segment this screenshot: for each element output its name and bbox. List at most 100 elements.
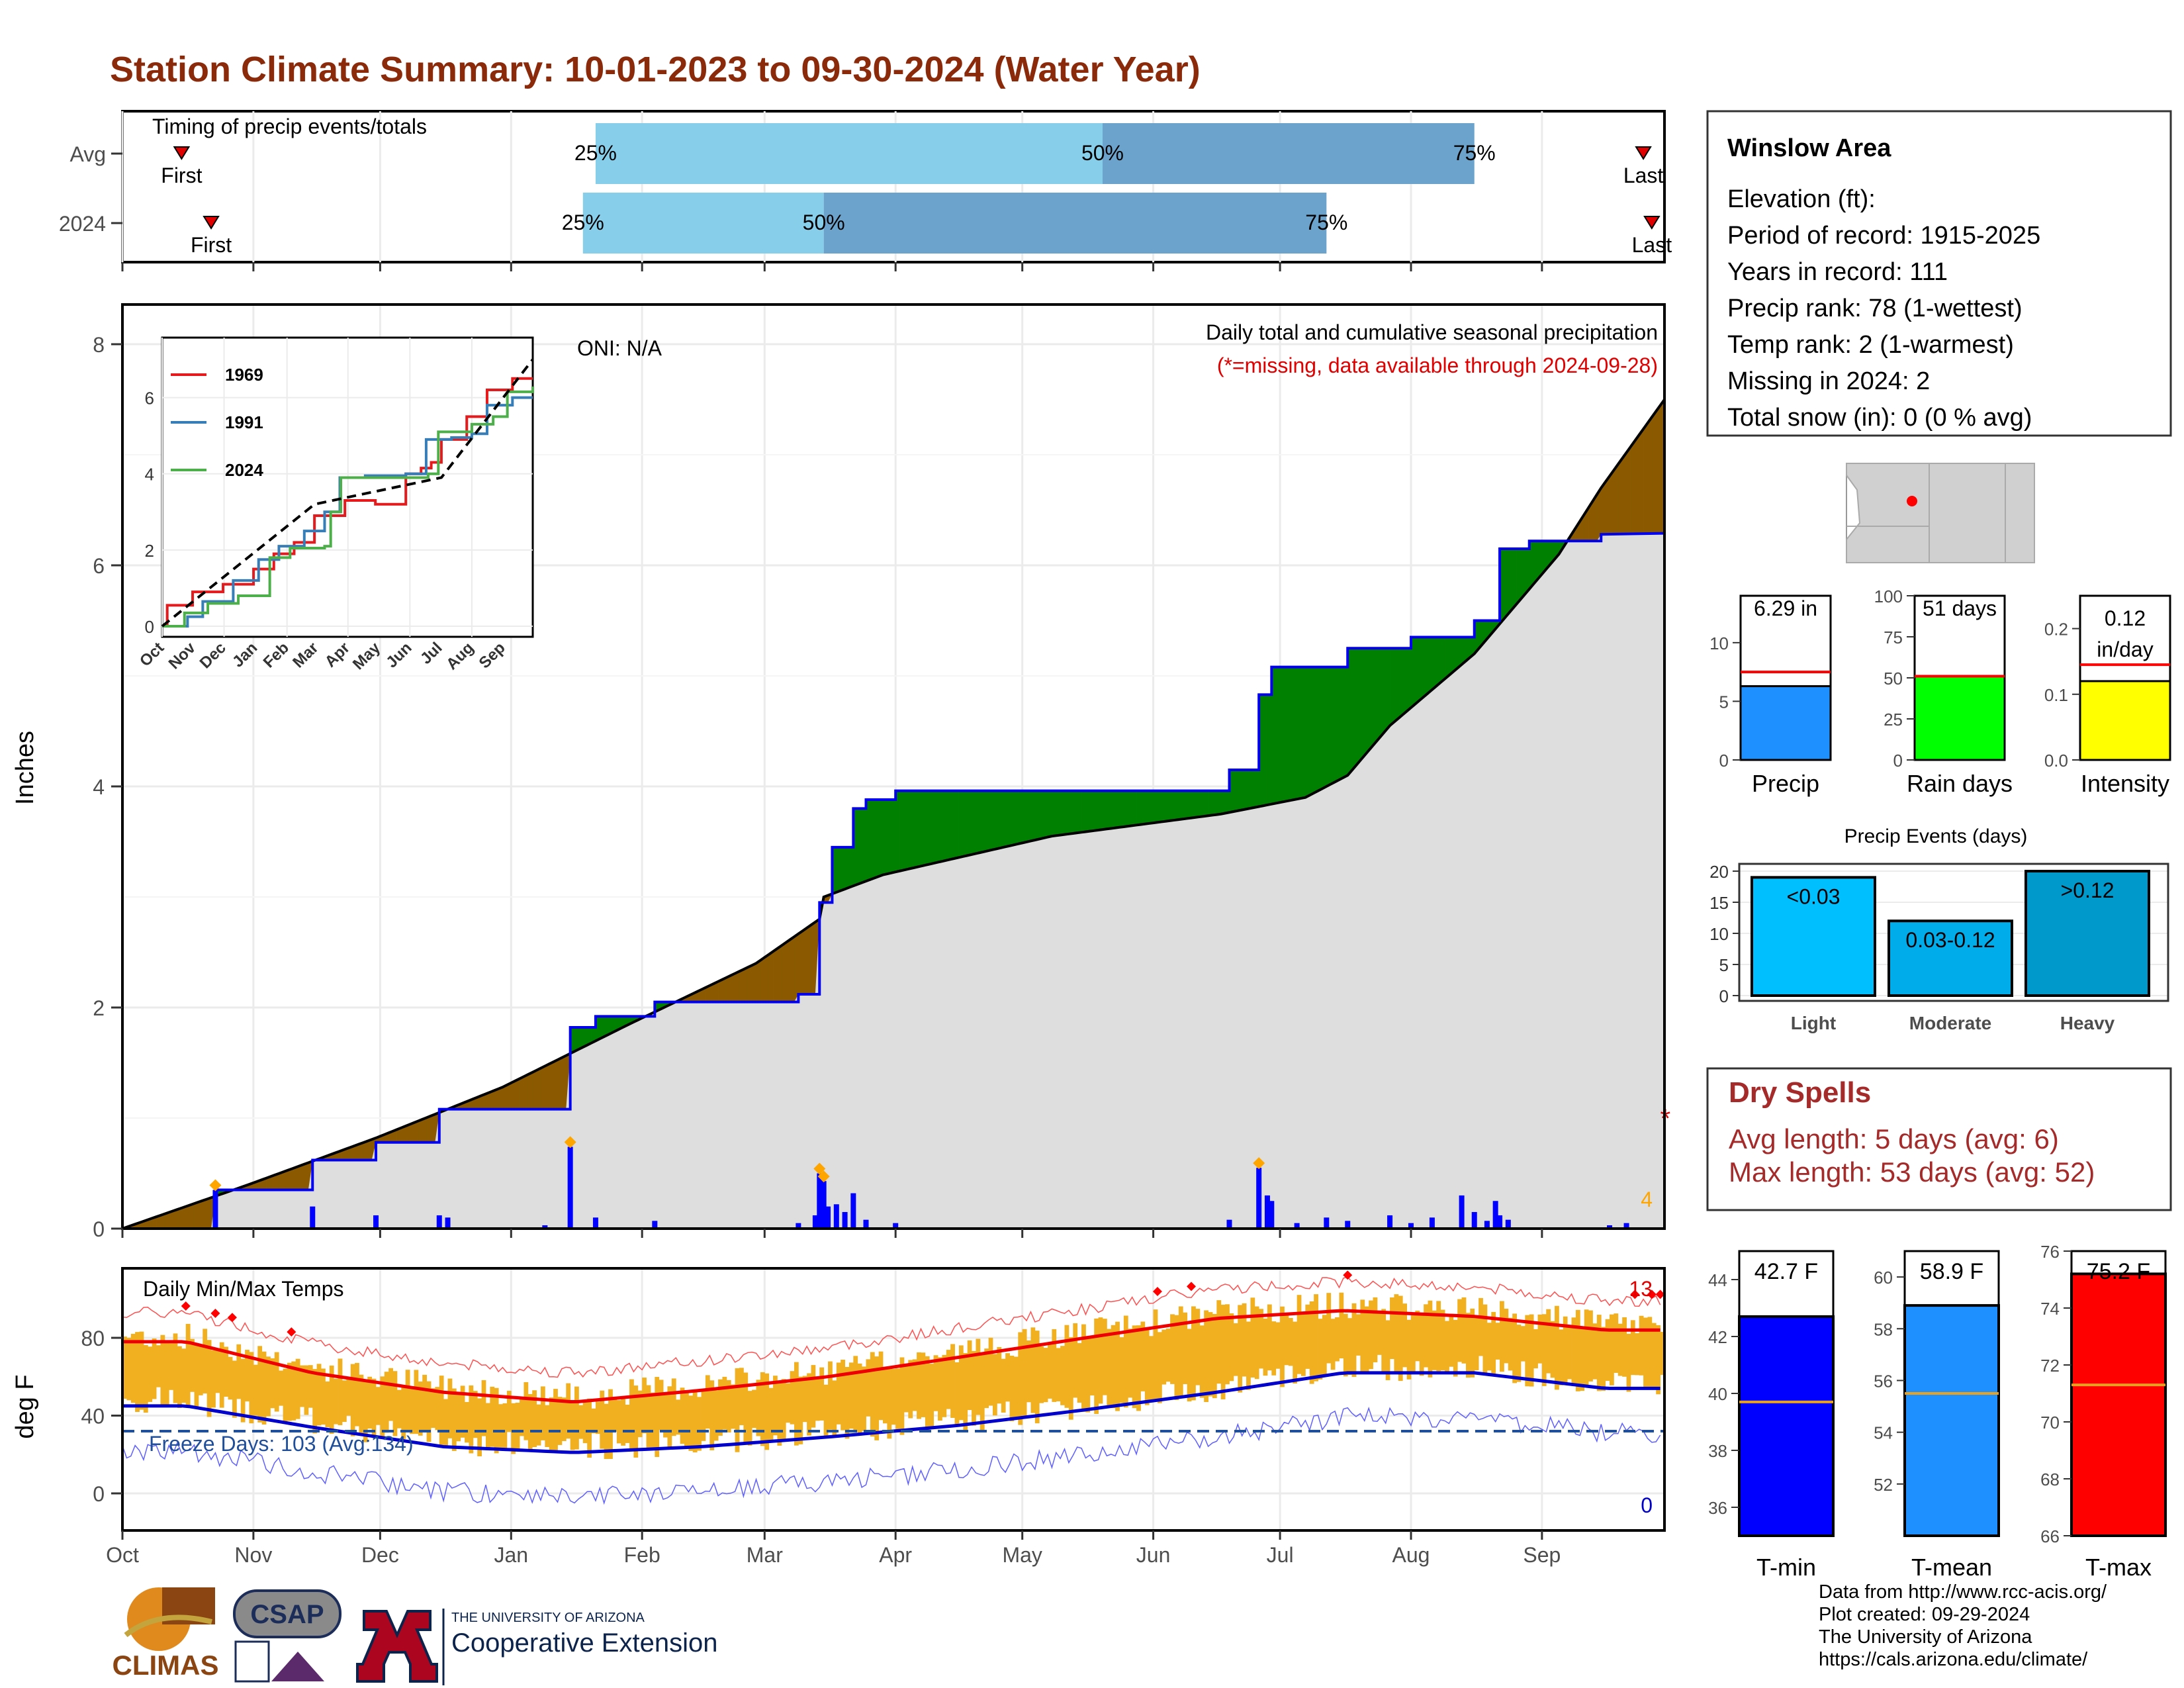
footer-line: Plot created: 09-29-2024 — [1819, 1604, 2030, 1625]
precip-surplus-area — [1026, 790, 1031, 843]
missing-data-note: (*=missing, data available through 2024-… — [1217, 353, 1658, 377]
precip-surplus-area — [1030, 790, 1036, 841]
daily-temp-bar — [1098, 1317, 1103, 1404]
precip-deficit-area — [1617, 457, 1623, 535]
daily-temp-bar — [1546, 1309, 1551, 1374]
timing-bar-lower — [595, 123, 1103, 184]
daily-temp-bar — [625, 1405, 630, 1443]
timing-row-label: 2024 — [59, 212, 106, 236]
mini-bar-value: 0.12 — [2105, 606, 2146, 630]
temp-y-tick-label: 0 — [93, 1482, 105, 1506]
precip-surplus-area — [866, 799, 871, 882]
daily-precip-bar — [373, 1215, 379, 1229]
daily-temp-bar — [490, 1386, 495, 1447]
daily-temp-bar — [726, 1380, 731, 1432]
daily-temp-bar — [870, 1352, 875, 1437]
precip-deficit-area — [549, 1061, 554, 1109]
daily-temp-bar — [1660, 1331, 1665, 1376]
daily-temp-bar — [1635, 1333, 1640, 1376]
precip-surplus-area — [1115, 790, 1120, 828]
precip-deficit-area — [363, 1141, 368, 1160]
precip-deficit-area — [531, 1070, 537, 1109]
temp-y-tick-label: 40 — [81, 1405, 105, 1429]
precip-deficit-area — [418, 1119, 423, 1143]
daily-temp-bar — [228, 1356, 233, 1400]
mini-bar — [2079, 680, 2171, 761]
ua-logo-a — [356, 1610, 438, 1683]
page-title: Station Climate Summary: 10-01-2023 to 0… — [110, 50, 1201, 89]
daily-precip-bar — [821, 1181, 827, 1229]
precip-surplus-area — [1334, 667, 1340, 782]
precip-surplus-area — [1326, 667, 1331, 787]
daily-temp-bar — [1178, 1306, 1183, 1397]
temp-bar-label: T-mean — [1911, 1554, 1992, 1581]
daily-temp-bar — [257, 1346, 263, 1423]
precip-deficit-area — [1655, 404, 1661, 535]
precip-surplus-area — [1043, 790, 1048, 839]
precip-surplus-area — [946, 790, 951, 861]
daily-temp-bar — [655, 1377, 660, 1457]
daily-temp-bar — [359, 1374, 364, 1436]
daily-precip-bar — [1505, 1219, 1511, 1229]
temp-panel-label: Daily Min/Max Temps — [143, 1277, 343, 1301]
daily-temp-bar — [1601, 1327, 1606, 1391]
daily-temp-bar — [1347, 1318, 1353, 1376]
daily-precip-bar — [1429, 1217, 1435, 1229]
daily-temp-bar — [857, 1363, 862, 1436]
heavy-event-count: 4 — [1641, 1188, 1653, 1211]
daily-temp-bar — [988, 1337, 993, 1406]
daily-temp-bar — [1220, 1304, 1226, 1399]
mini-bar-label: Rain days — [1907, 770, 2013, 797]
daily-temp-bar — [997, 1346, 1002, 1404]
timing-p75-label: 75% — [1305, 211, 1347, 234]
precip-surplus-area — [1415, 637, 1420, 705]
daily-temp-bar — [848, 1362, 854, 1429]
daily-temp-bar — [1187, 1329, 1192, 1402]
month-tick-label: Feb — [624, 1543, 660, 1567]
precip-surplus-area — [1423, 637, 1428, 698]
daily-temp-bar — [527, 1393, 533, 1452]
daily-temp-bar — [240, 1358, 246, 1423]
daily-temp-bar — [1250, 1297, 1255, 1378]
daily-temp-bar — [1614, 1313, 1619, 1373]
daily-temp-bar — [376, 1387, 381, 1425]
precip-surplus-area — [1107, 790, 1112, 829]
precip-deficit-area — [1605, 475, 1610, 535]
precip-deficit-area — [777, 945, 782, 1002]
precip-surplus-area — [1444, 637, 1449, 680]
daily-temp-bar — [274, 1352, 279, 1412]
daily-temp-bar — [1415, 1310, 1420, 1362]
precip-surplus-area — [1263, 694, 1268, 806]
inset-y-tick-label: 0 — [145, 617, 154, 637]
daily-temp-bar — [523, 1382, 529, 1440]
precip-deficit-area — [498, 1086, 503, 1109]
daily-temp-bar — [312, 1369, 318, 1434]
precip-surplus-area — [1246, 769, 1251, 810]
event-category-label: Moderate — [1909, 1013, 1991, 1033]
precip-surplus-area — [1453, 637, 1458, 673]
record-high-count: 13 — [1629, 1277, 1653, 1301]
precip-surplus-area — [1364, 647, 1369, 757]
precip-surplus-area — [895, 790, 900, 872]
daily-temp-bar — [194, 1344, 199, 1409]
daily-temp-bar — [903, 1366, 909, 1413]
daily-temp-bar — [350, 1364, 355, 1436]
daily-temp-bar — [1584, 1309, 1589, 1385]
precip-deficit-area — [181, 1206, 187, 1229]
precip-surplus-area — [848, 847, 854, 888]
daily-precip-bar — [1256, 1168, 1262, 1229]
daily-temp-bar — [1567, 1325, 1572, 1380]
temp-bar-tick-label: 70 — [2040, 1413, 2060, 1432]
inset-series-2024 — [162, 386, 534, 628]
precip-y-tick-label: 8 — [93, 333, 105, 357]
daily-temp-bar — [367, 1376, 373, 1429]
daily-precip-bar — [1607, 1225, 1613, 1229]
daily-temp-bar — [203, 1329, 208, 1394]
daily-temp-bar — [536, 1404, 541, 1446]
temp-bar-tick-label: 52 — [1874, 1475, 1893, 1495]
timing-p25-label: 25% — [562, 211, 604, 234]
precip-surplus-area — [1073, 790, 1077, 834]
station-info-line: Total snow (in): 0 (0 % avg) — [1727, 404, 2032, 432]
daily-temp-bar — [671, 1378, 676, 1436]
daily-temp-bar — [1216, 1300, 1222, 1384]
